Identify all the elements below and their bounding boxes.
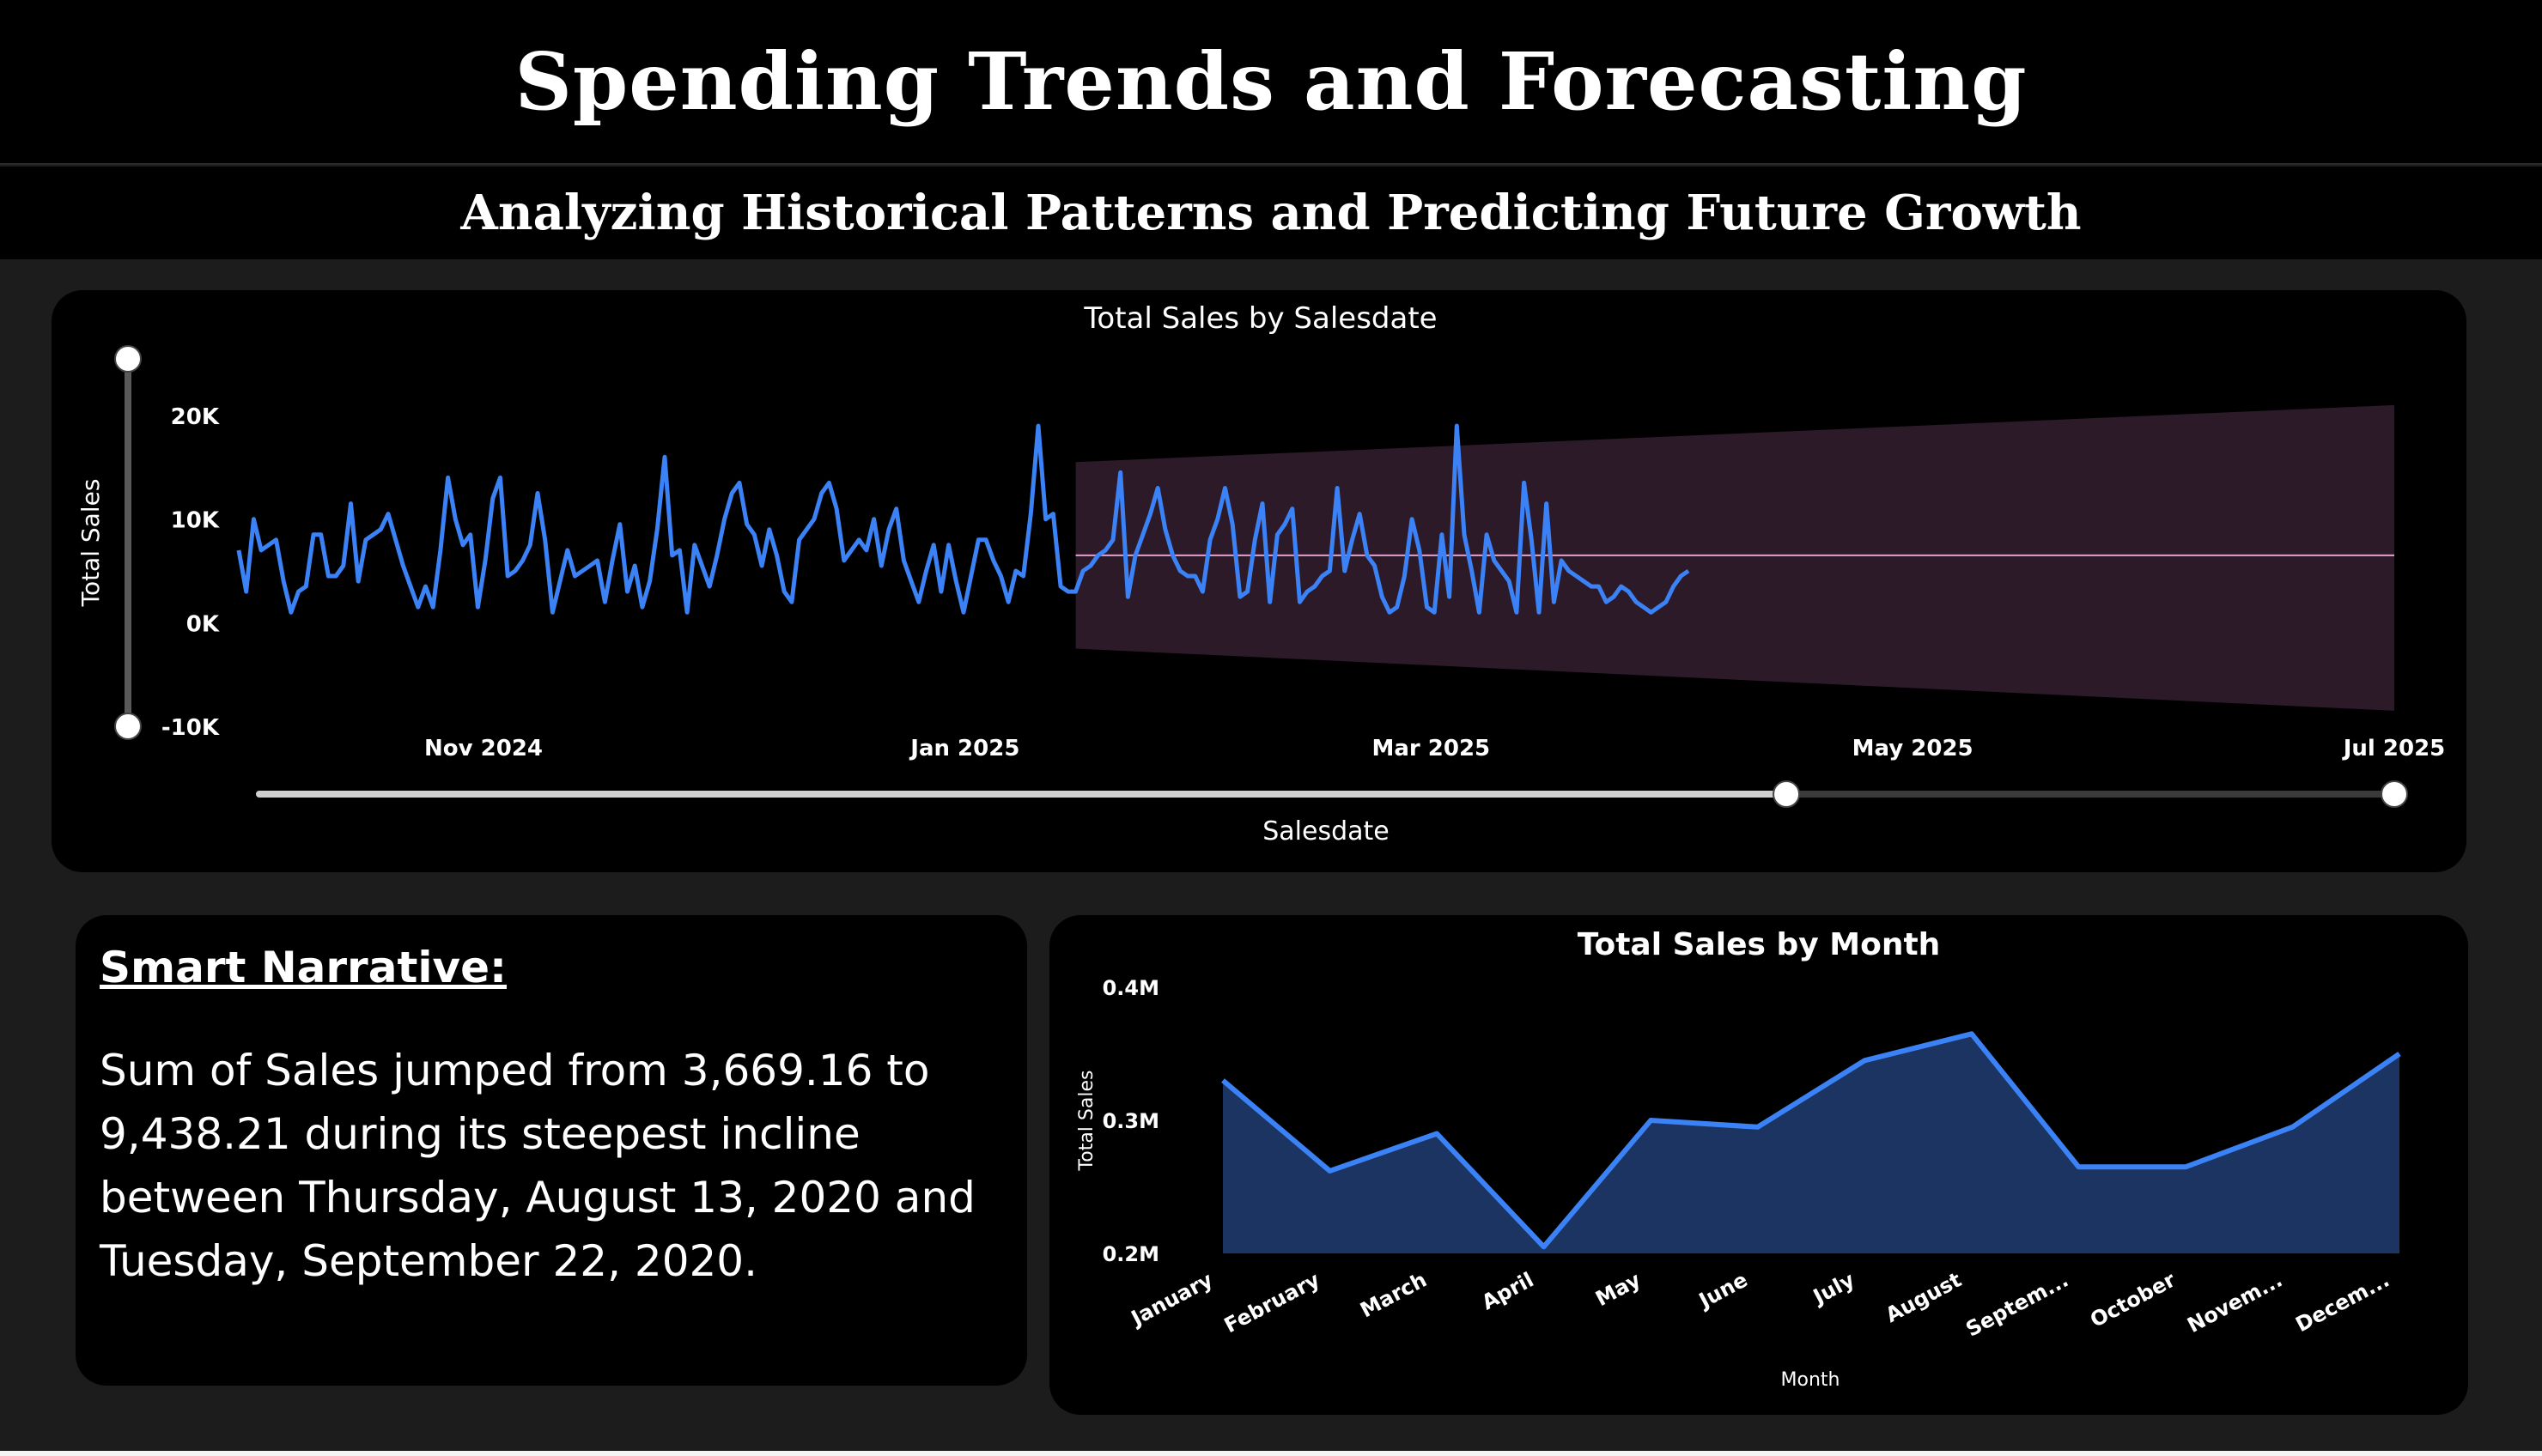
y-axis-label: Total Sales [1076,1071,1098,1172]
sales-series-line [236,423,1690,615]
x-tick-label: Nov 2024 [424,736,543,761]
x-tick-label: Decem... [2292,1268,2393,1338]
x-tick-label: June [1694,1268,1751,1314]
x-axis-label: Salesdate [1262,816,1390,846]
y-tick-label: 10K [171,508,220,534]
x-range-slider-mid-handle[interactable] [1773,780,1801,808]
x-tick-label: February [1220,1267,1324,1338]
x-tick-label: May 2025 [1852,736,1973,761]
page-title: Spending Trends and Forecasting [514,35,2028,128]
smart-narrative-card [76,915,1027,1386]
x-tick-label: May [1591,1267,1645,1311]
bottom-strip [0,1451,2542,1456]
sales-area-fill [1223,1034,2399,1253]
y-range-slider-bottom-handle[interactable] [114,713,142,740]
x-tick-label: July [1808,1267,1858,1309]
x-tick-label: January [1126,1267,1217,1331]
x-tick-label: October [2086,1268,2180,1332]
x-tick-label: Novem... [2183,1268,2286,1338]
y-range-slider-top-handle[interactable] [114,345,142,373]
x-tick-label: Jul 2025 [2342,736,2446,761]
y-tick-label: 0.2M [1103,1242,1159,1266]
y-tick-label: 20K [171,404,220,430]
title-bar: Spending Trends and Forecasting [0,0,2542,165]
x-tick-label: March [1356,1268,1431,1323]
x-axis-label: Month [1781,1369,1840,1391]
y-tick-label: 0.4M [1103,976,1159,1000]
narrative-text: Sum of Sales jumped from 3,669.16 to 9,4… [100,1046,976,1286]
y-tick-label: 0.3M [1103,1109,1159,1133]
x-range-slider-end-handle[interactable] [2381,780,2408,808]
y-tick-label: -10K [161,715,220,741]
y-axis-label: Total Sales [76,479,105,608]
page-subtitle: Analyzing Historical Patterns and Predic… [460,185,2082,241]
x-tick-label: August [1882,1268,1966,1328]
forecast-confidence-band [1075,404,2394,711]
chart-title: Total Sales by Salesdate [1083,301,1437,336]
chart-title: Total Sales by Month [1578,927,1941,962]
narrative-title: Smart Narrative: [100,943,507,992]
x-tick-label: Septem... [1961,1268,2072,1342]
sales-area-line [1221,1031,2401,1250]
x-tick-label: April [1478,1268,1538,1315]
x-tick-label: Mar 2025 [1371,736,1490,761]
subtitle-bar: Analyzing Historical Patterns and Predic… [0,167,2542,259]
x-tick-label: Jan 2025 [909,736,1019,761]
y-tick-label: 0K [186,611,220,637]
